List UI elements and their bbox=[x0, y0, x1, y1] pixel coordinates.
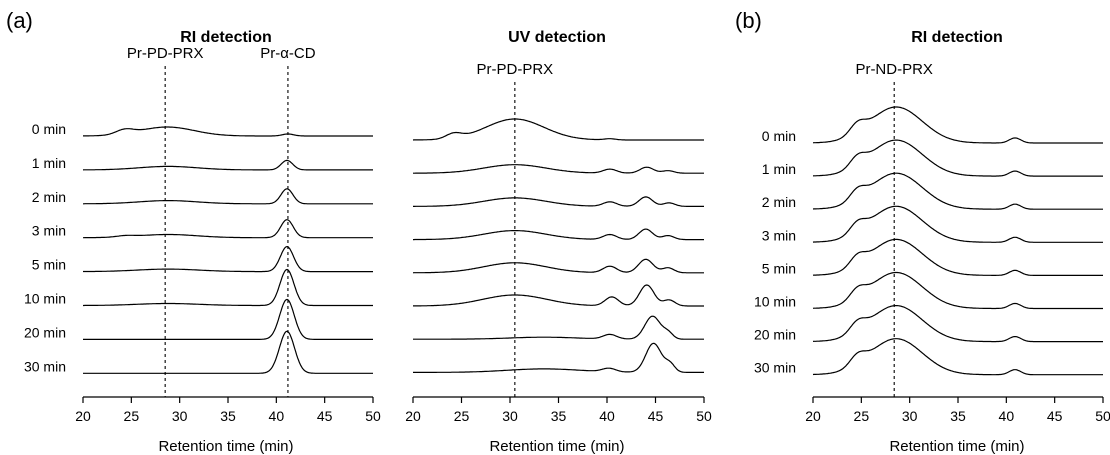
x-tick-label: 40 bbox=[269, 408, 285, 424]
x-tick-label: 50 bbox=[1095, 408, 1110, 424]
time-label: 0 min bbox=[762, 128, 796, 144]
x-tick-label: 20 bbox=[75, 408, 91, 424]
time-label: 1 min bbox=[762, 161, 796, 177]
x-tick-label: 30 bbox=[502, 408, 518, 424]
chromatogram-trace bbox=[412, 118, 704, 141]
x-tick-label: 40 bbox=[599, 408, 615, 424]
time-label: 30 min bbox=[754, 360, 796, 376]
time-label: 20 min bbox=[24, 324, 66, 340]
time-label: 2 min bbox=[32, 189, 66, 205]
ri-detection-panel-a: RI detection Retention time (min) 20 25 30… bbox=[24, 29, 381, 455]
chromatogram-trace bbox=[413, 315, 704, 340]
chromatogram-trace bbox=[812, 205, 1103, 243]
reference-line-label: Pr-PD-PRX bbox=[477, 61, 554, 78]
chromatogram-trace bbox=[82, 159, 373, 171]
panel-title: RI detection bbox=[180, 29, 272, 46]
chromatogram-trace bbox=[83, 330, 373, 374]
chromatogram-trace bbox=[83, 246, 373, 273]
chromatogram-trace bbox=[413, 164, 704, 174]
chromatogram-trace bbox=[812, 271, 1103, 310]
x-tick-label: 25 bbox=[854, 408, 870, 424]
x-tick-label: 50 bbox=[365, 408, 381, 424]
ri-detection-panel-b: RI detection Retention time (min) 20 25 30… bbox=[754, 29, 1110, 455]
time-label: 5 min bbox=[762, 260, 796, 276]
x-tick-label: 20 bbox=[805, 408, 821, 424]
x-tick-label: 40 bbox=[999, 408, 1015, 424]
chromatogram-trace bbox=[413, 284, 704, 307]
time-label: 0 min bbox=[32, 121, 66, 137]
x-tick-label: 30 bbox=[902, 408, 918, 424]
chromatogram-trace bbox=[83, 268, 373, 307]
x-axis-label: Retention time (min) bbox=[889, 438, 1024, 455]
chromatogram-trace bbox=[413, 228, 704, 241]
chromatogram-trace bbox=[83, 298, 373, 340]
time-label: 3 min bbox=[32, 223, 66, 239]
reference-line-label: Pr-PD-PRX bbox=[127, 45, 204, 62]
x-tick-label: 25 bbox=[124, 408, 140, 424]
reference-line-label: Pr-α-CD bbox=[260, 45, 315, 62]
time-label: 30 min bbox=[24, 358, 66, 374]
chromatogram-trace bbox=[812, 338, 1103, 376]
chromatogram-trace bbox=[812, 172, 1103, 210]
x-tick-label: 35 bbox=[220, 408, 236, 424]
panel-letter-b: (b) bbox=[735, 8, 762, 33]
chromatogram-trace bbox=[83, 188, 373, 205]
chromatogram-trace bbox=[413, 342, 704, 373]
chromatogram-trace bbox=[83, 219, 373, 239]
time-label: 1 min bbox=[32, 155, 66, 171]
chromatogram-trace bbox=[83, 126, 373, 137]
chromatogram-trace bbox=[812, 238, 1103, 276]
panel-title: UV detection bbox=[508, 29, 606, 46]
chromatogram-trace bbox=[413, 196, 704, 207]
x-tick-label: 30 bbox=[172, 408, 188, 424]
x-tick-label: 20 bbox=[405, 408, 421, 424]
reference-line-label: Pr-ND-PRX bbox=[855, 61, 933, 78]
panel-title: RI detection bbox=[911, 29, 1003, 46]
chromatogram-trace bbox=[812, 305, 1103, 343]
time-label: 3 min bbox=[762, 227, 796, 243]
uv-detection-panel: UV detection Retention time (min) 20 25 30… bbox=[405, 29, 712, 455]
time-label: 10 min bbox=[754, 294, 796, 310]
time-label: 5 min bbox=[32, 257, 66, 273]
x-tick-label: 35 bbox=[950, 408, 966, 424]
x-tick-label: 45 bbox=[648, 408, 664, 424]
x-tick-label: 45 bbox=[317, 408, 333, 424]
x-tick-label: 25 bbox=[454, 408, 470, 424]
time-label: 10 min bbox=[24, 291, 66, 307]
time-label: 2 min bbox=[762, 194, 796, 210]
x-tick-label: 50 bbox=[696, 408, 712, 424]
x-tick-label: 35 bbox=[551, 408, 567, 424]
time-label: 20 min bbox=[754, 327, 796, 343]
panel-letter-a: (a) bbox=[6, 8, 33, 33]
x-axis-label: Retention time (min) bbox=[158, 438, 293, 455]
chromatogram-trace bbox=[812, 106, 1103, 144]
chromatogram-trace bbox=[412, 258, 704, 274]
x-axis-label: Retention time (min) bbox=[489, 438, 624, 455]
x-tick-label: 45 bbox=[1047, 408, 1063, 424]
chromatogram-trace bbox=[812, 139, 1103, 177]
